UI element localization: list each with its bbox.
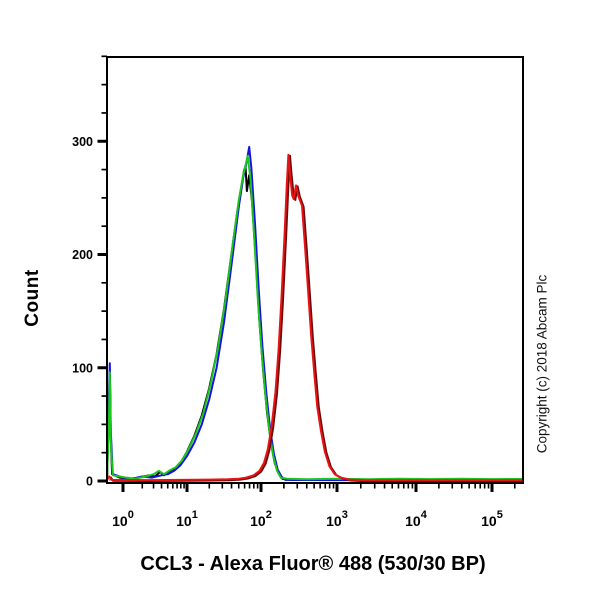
copyright-text: Copyright (c) 2018 Abcam Plc	[534, 274, 550, 454]
series-control-green	[108, 155, 522, 481]
x-tick-label: 101	[176, 509, 198, 529]
y-tick-label: 300	[72, 135, 93, 149]
series-control-blue	[108, 145, 522, 482]
chart-title: CCL3 - Alexa Fluor® 488 (530/30 BP)	[140, 553, 486, 575]
x-tick-label: 105	[481, 509, 503, 529]
plot-frame	[106, 56, 524, 484]
series-ccl3-red-shadow	[109, 154, 524, 483]
series-control-black	[108, 165, 522, 481]
y-tick-label: 0	[86, 475, 93, 489]
y-tick-label: 100	[72, 361, 93, 375]
x-tick-label: 103	[326, 509, 348, 529]
y-tick-label: 200	[72, 248, 93, 262]
x-tick-label: 100	[112, 509, 134, 529]
y-axis-title: Count	[22, 269, 43, 327]
x-tick-label: 102	[250, 509, 272, 529]
series-ccl3-red	[108, 153, 522, 482]
x-tick-label: 104	[405, 509, 428, 529]
